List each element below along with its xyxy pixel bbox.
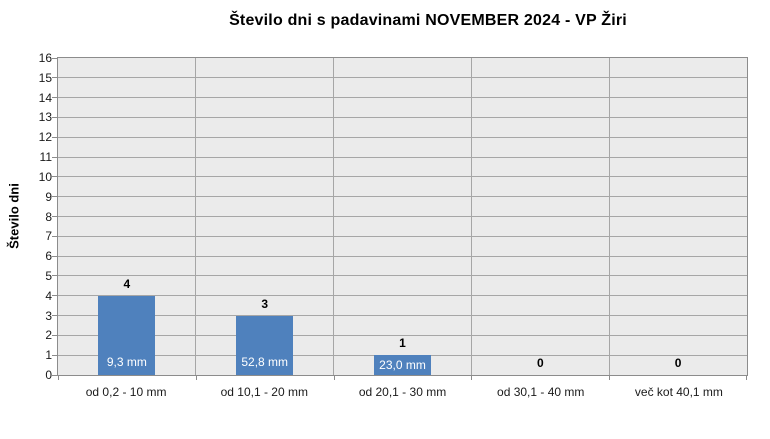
y-tick-label: 6 <box>45 249 52 264</box>
y-tick-label: 14 <box>38 90 52 105</box>
y-tick-label: 8 <box>45 209 52 224</box>
x-tick-mark <box>333 376 335 380</box>
plot-area: 9,3 mm 4 52,8 mm 3 23,0 mm 1 0 0 <box>57 57 748 376</box>
y-tick-mark <box>52 235 57 237</box>
gridline <box>58 196 747 198</box>
gridline <box>58 216 747 217</box>
y-tick-mark <box>52 77 57 79</box>
gridline <box>58 176 747 178</box>
x-tick-mark <box>471 376 473 380</box>
y-tick-label: 3 <box>45 308 52 323</box>
x-axis-label: od 20,1 - 30 mm <box>358 385 447 399</box>
y-tick-mark <box>52 176 57 178</box>
x-tick-mark <box>746 376 747 380</box>
bar-value-label: 1 <box>399 336 406 351</box>
bar: 23,0 mm <box>374 355 431 375</box>
x-tick-mark <box>609 376 611 380</box>
x-tick-mark <box>195 376 197 380</box>
y-tick-label: 5 <box>45 268 52 283</box>
y-tick-label: 7 <box>45 229 52 244</box>
x-tick-mark <box>58 376 59 380</box>
y-tick-label: 16 <box>38 51 52 65</box>
gridline <box>58 156 747 158</box>
bar: 9,3 mm <box>98 295 156 375</box>
x-axis-label: od 10,1 - 20 mm <box>220 385 308 399</box>
y-tick-mark <box>52 196 57 198</box>
y-tick-mark <box>52 275 57 277</box>
gridline <box>58 334 747 336</box>
category-separator-line <box>470 58 472 375</box>
y-tick-label: 2 <box>45 328 52 343</box>
y-tick-mark <box>52 216 57 217</box>
gridline <box>58 136 747 138</box>
y-tick-label: 11 <box>39 150 52 165</box>
gridline <box>58 97 747 99</box>
y-tick-mark <box>52 136 57 138</box>
category-separator-line <box>608 58 610 375</box>
x-axis-label: od 30,1 - 40 mm <box>497 385 585 399</box>
bar-value-label: 0 <box>674 356 682 370</box>
bar-inner-label: 9,3 mm <box>106 355 147 369</box>
category-separator-line <box>195 58 197 375</box>
x-axis-label: več kot 40,1 mm <box>634 385 723 399</box>
bar-inner-label: 52,8 mm <box>241 355 289 369</box>
y-tick-mark <box>52 295 57 297</box>
gridline <box>58 255 747 257</box>
y-tick-mark <box>52 255 57 257</box>
y-tick-label: 0 <box>45 368 52 382</box>
bar-value-label: 3 <box>261 296 269 311</box>
gridline <box>58 77 747 79</box>
gridline <box>58 235 747 237</box>
x-axis-labels: od 0,2 - 10 mm od 10,1 - 20 mm od 20,1 - 3… <box>57 385 748 399</box>
bar-inner-label: 23,0 mm <box>379 358 426 372</box>
y-tick-mark <box>52 315 57 317</box>
y-tick-label: 10 <box>38 169 52 184</box>
y-tick-label: 12 <box>38 130 52 145</box>
y-tick-mark <box>52 374 57 376</box>
y-tick-mark <box>52 57 57 59</box>
y-tick-label: 13 <box>38 110 52 125</box>
y-tick-mark <box>52 97 57 99</box>
bar: 52,8 mm <box>236 315 294 375</box>
gridline <box>58 295 747 297</box>
bar-value-label: 0 <box>536 356 544 370</box>
gridline <box>58 116 747 118</box>
y-tick-mark <box>52 334 57 336</box>
y-tick-label: 1 <box>45 348 52 363</box>
chart-title: Število dni s padavinami NOVEMBER 2024 -… <box>229 12 627 29</box>
category-separator-line <box>333 58 335 375</box>
y-tick-label: 15 <box>38 70 52 85</box>
bar-value-label: 4 <box>123 276 131 291</box>
y-tick-mark <box>52 156 57 158</box>
gridline <box>58 275 747 277</box>
x-axis-label: od 0,2 - 10 mm <box>85 385 167 399</box>
gridline <box>58 315 747 317</box>
y-tick-label: 4 <box>45 288 52 303</box>
y-tick-label: 9 <box>45 189 52 204</box>
y-tick-mark <box>52 354 57 356</box>
y-tick-mark <box>52 116 57 118</box>
